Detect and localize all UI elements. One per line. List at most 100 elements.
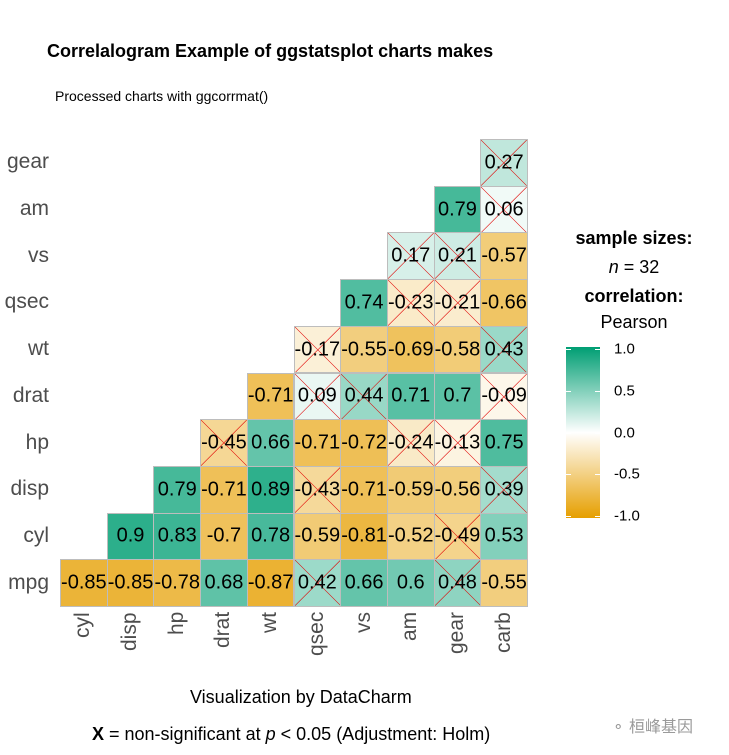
correlation-matrix: -0.85 -0.85 -0.78 0.68 -0.87 0.42 0.66 0.6 0.48-… [60,139,528,607]
cell-value: -0.49 [434,524,481,547]
cell-value: 0.21 [437,244,477,267]
nonsignificant-x-icon [481,466,527,513]
legend-sample-sizes-title: sample sizes: [575,228,693,248]
cell-value: 0.78 [251,524,291,547]
matrix-cell: 0.39 [480,465,528,514]
cell-value: 0.48 [437,571,477,594]
cell-value: -0.45 [201,431,247,454]
matrix-cell: -0.71 [340,465,388,514]
cell-value: -0.85 [107,571,154,594]
cell-value: 0.27 [484,151,524,174]
cell-value: 0.7 [443,384,472,407]
p-symbol: p [265,724,276,744]
matrix-cell: -0.57 [480,232,528,281]
matrix-cell: -0.71 [293,419,342,467]
watermark-text: 桓峰基因 [629,719,694,736]
matrix-cell: 0.9 [106,512,155,561]
matrix-cell: 0.09 [293,372,342,421]
cell-value: -0.23 [387,291,434,314]
cell-value: 0.79 [437,198,477,221]
cell-value: 0.71 [391,384,431,407]
legend-correlation-method: Pearson [600,312,668,332]
cell-value: -0.7 [206,524,242,547]
cell-value: 0.83 [157,524,197,547]
cell-value: 0.43 [484,338,524,361]
colorbar-tick-mark [595,474,600,476]
cell-value: -0.13 [434,431,481,454]
y-axis-label: vs [28,243,49,267]
cell-value: -0.57 [481,244,527,267]
wechat-icon: ⚬ [612,719,625,736]
matrix-cell: -0.78 [153,559,202,607]
nonsignificant-x-icon [341,373,387,420]
cell-value: 0.09 [297,384,337,407]
nonsignificant-x-icon [434,513,481,560]
matrix-cell: 0.79 [153,465,202,514]
cell-value: -0.59 [387,478,434,501]
x-axis-label: carb [491,612,515,653]
matrix-cell: 0.66 [246,419,295,467]
colorbar-tick-mark [566,432,571,434]
nonsignificant-x-icon [387,420,434,466]
cell-value: -0.71 [341,478,387,501]
colorbar [566,347,600,518]
colorbar-tick-mark [595,349,600,350]
y-axis-label: cyl [23,523,49,547]
chart-subtitle: Processed charts with ggcorrmat() [55,88,269,104]
nonsignificant-x-icon [201,420,247,466]
cell-value: -0.85 [61,571,107,594]
matrix-cell: -0.59 [293,512,342,561]
matrix-cell: 0.17 [386,232,435,281]
matrix-cell: -0.66 [480,279,528,327]
cell-value: 0.68 [204,571,244,594]
x-axis-label: am [398,611,422,641]
matrix-cell: 0.75 [480,419,528,467]
colorbar-tick-mark [595,390,600,392]
nonsignificant-x-icon [481,186,527,233]
legend-sample-size: n = 32 [609,257,660,278]
y-axis-label: hp [25,430,49,454]
cell-value: 0.75 [484,431,524,454]
colorbar-tick-mark [566,390,571,392]
matrix-cell: -0.43 [293,465,342,514]
matrix-cell: -0.17 [293,325,342,374]
x-axis-label: drat [211,611,235,648]
nonsignificant-x-icon [481,140,527,186]
matrix-cell: -0.45 [200,419,248,467]
cell-value: -0.21 [434,291,481,314]
cell-value: 0.66 [251,431,291,454]
matrix-cell: 0.66 [340,559,388,607]
matrix-cell: 0.53 [480,512,528,561]
x-symbol: X [92,724,105,744]
matrix-cell: -0.21 [433,279,482,327]
y-axis-label: gear [6,150,49,174]
cell-value: 0.44 [344,384,384,407]
matrix-cell: -0.71 [246,372,295,421]
cell-value: -0.71 [201,478,247,501]
x-axis-label: cyl [71,612,95,638]
matrix-cell: -0.59 [386,465,435,514]
matrix-cell: 0.21 [433,232,482,281]
x-axis-label: disp [118,612,142,651]
y-axis-label: mpg [8,570,49,594]
nonsignificant-x-icon [434,280,481,326]
matrix-cell: -0.58 [433,325,482,374]
nonsignificant-x-icon [434,420,481,466]
y-axis-label: qsec [4,290,49,314]
n-symbol: n [608,257,619,277]
cell-value: -0.55 [341,338,387,361]
cell-value: -0.59 [294,524,341,547]
matrix-cell: -0.49 [433,512,482,561]
cell-value: 0.74 [344,291,384,314]
cell-value: -0.09 [481,384,527,407]
matrix-cell: 0.06 [480,185,528,234]
matrix-cell: -0.09 [480,372,528,421]
matrix-cell: -0.56 [433,465,482,514]
matrix-cell: 0.89 [246,465,295,514]
matrix-cell: 0.6 [386,559,435,607]
nonsignificant-x-icon [434,233,481,280]
cell-value: 0.17 [391,244,431,267]
colorbar-tick-label: 0.5 [614,382,635,400]
y-axis-label: drat [12,383,49,407]
cell-value: 0.66 [344,571,384,594]
